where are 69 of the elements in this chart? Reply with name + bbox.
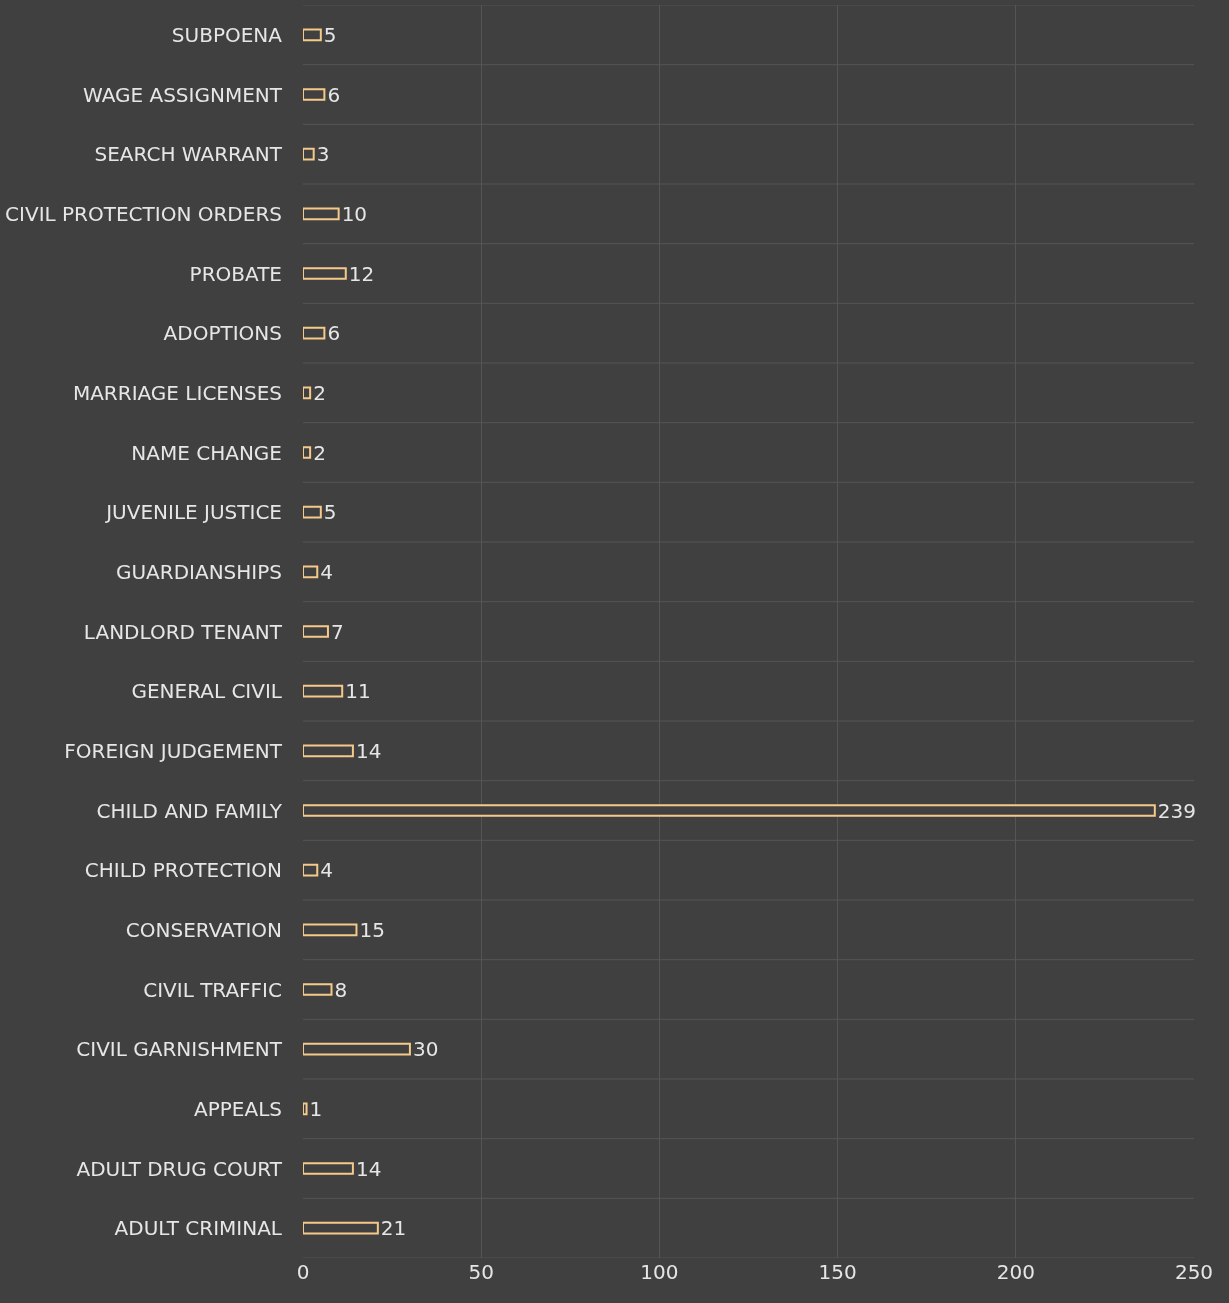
bar [303, 744, 354, 758]
bar [303, 1102, 308, 1116]
bar [303, 267, 347, 280]
bar [303, 1162, 354, 1175]
y-tick-label: MARRIAGE LICENSES [72, 380, 282, 405]
data-label: 7 [330, 619, 344, 644]
y-tick-label: ADULT CRIMINAL [114, 1216, 283, 1241]
bar [303, 326, 326, 340]
y-tick-label: ADOPTIONS [163, 321, 282, 346]
y-tick-label: WAGE ASSIGNMENT [82, 82, 283, 107]
y-tick-label: CIVIL GARNISHMENT [76, 1037, 283, 1062]
bar [303, 207, 340, 221]
bar [303, 565, 319, 579]
x-tick-label: 100 [640, 1260, 679, 1284]
data-label: 14 [355, 1156, 382, 1181]
data-label: 6 [327, 321, 341, 346]
data-label: 14 [355, 738, 382, 763]
bar [303, 88, 326, 101]
bar [303, 147, 315, 161]
y-tick-label: CIVIL TRAFFIC [143, 977, 282, 1002]
data-label: 12 [348, 261, 375, 286]
y-tick-label: PROBATE [189, 261, 282, 286]
data-label: 2 [313, 380, 326, 405]
x-tick-label: 250 [1174, 1260, 1214, 1284]
bar [303, 983, 333, 996]
bar [303, 386, 312, 400]
bar [303, 28, 322, 42]
data-label: 239 [1157, 798, 1196, 823]
x-tick-label: 50 [468, 1260, 494, 1284]
y-tick-label: LANDLORD TENANT [83, 619, 283, 644]
bar [303, 1042, 411, 1056]
data-label: 21 [380, 1216, 407, 1241]
y-tick-label: CONSERVATION [125, 917, 282, 942]
y-tick-label: GUARDIANSHIPS [115, 559, 282, 584]
data-label: 4 [320, 858, 333, 883]
data-label: 15 [359, 917, 385, 942]
data-label: 8 [334, 977, 348, 1002]
data-label: 5 [323, 22, 337, 47]
bar [303, 1221, 379, 1235]
data-label: 2 [313, 440, 326, 465]
y-tick-label: APPEALS [194, 1096, 282, 1121]
data-label: 5 [323, 500, 337, 525]
bar [303, 923, 358, 937]
x-tick-label: 150 [818, 1260, 857, 1284]
y-tick-label: CHILD AND FAMILY [96, 798, 283, 823]
y-tick-label: ADULT DRUG COURT [76, 1156, 283, 1181]
y-tick-label: GENERAL CIVIL [131, 679, 283, 704]
bar [303, 684, 344, 698]
x-tick-label: 200 [996, 1260, 1035, 1284]
y-tick-label: SEARCH WARRANT [94, 142, 283, 167]
bar [303, 625, 329, 638]
data-label: 1 [309, 1096, 323, 1121]
bar [303, 446, 312, 459]
data-label: 10 [341, 201, 368, 226]
data-label: 6 [327, 82, 341, 107]
y-tick-label: CHILD PROTECTION [84, 858, 282, 883]
data-label: 11 [345, 679, 371, 704]
y-tick-label: NAME CHANGE [131, 440, 282, 465]
bar [303, 804, 1156, 817]
bar [303, 505, 322, 519]
bar [303, 863, 319, 877]
data-label: 3 [316, 142, 330, 167]
y-tick-label: SUBPOENA [171, 22, 283, 47]
y-tick-label: FOREIGN JUDGEMENT [64, 738, 283, 763]
y-tick-label: CIVIL PROTECTION ORDERS [5, 201, 282, 226]
x-tick-label: 0 [296, 1260, 310, 1284]
y-tick-label: JUVENILE JUSTICE [104, 500, 282, 525]
data-label: 30 [412, 1037, 439, 1062]
data-label: 4 [320, 559, 333, 584]
